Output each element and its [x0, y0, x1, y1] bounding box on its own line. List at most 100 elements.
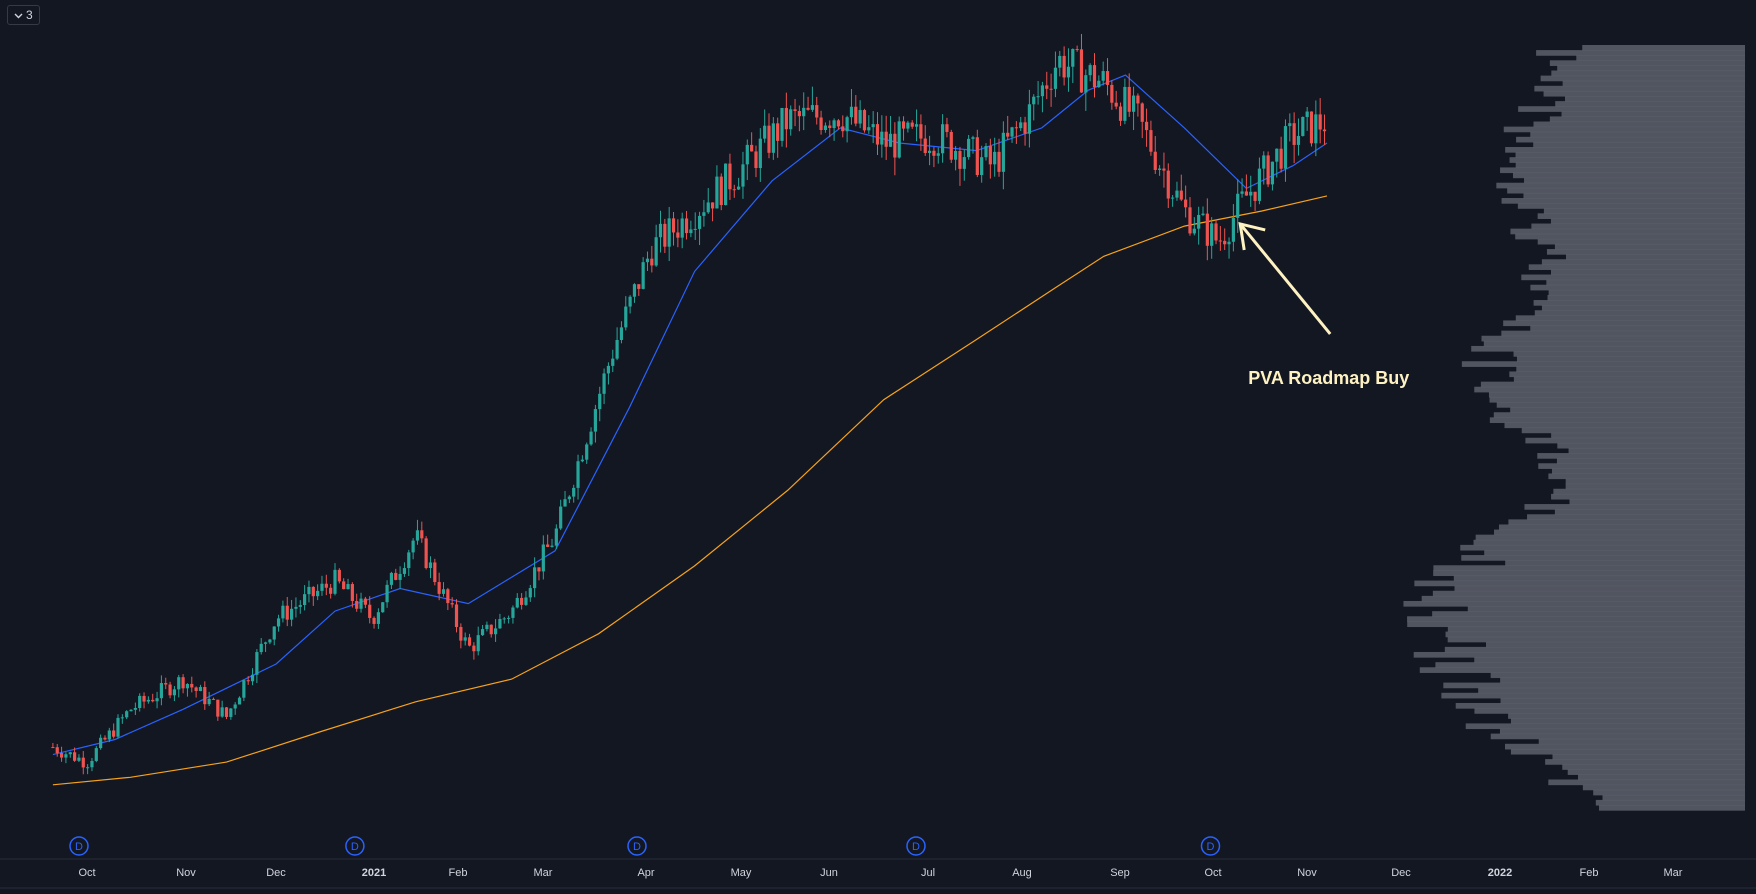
volume-profile-bar — [1513, 376, 1745, 383]
indicator-collapse-button[interactable]: 3 — [7, 5, 40, 25]
candle-body — [1240, 191, 1244, 194]
volume-profile-bar — [1534, 85, 1745, 92]
volume-profile-bar — [1554, 243, 1745, 250]
volume-profile-bar — [1496, 402, 1745, 408]
volume-profile-bar — [1518, 106, 1745, 112]
candle-body — [880, 131, 884, 145]
candle-body — [1192, 228, 1196, 234]
volume-profile-bar — [1512, 172, 1745, 179]
candle-body — [754, 151, 758, 169]
candle-body — [793, 109, 797, 112]
volume-profile-bar — [1510, 228, 1745, 235]
volume-profile-bar — [1505, 560, 1745, 566]
volume-profile-bar — [1474, 708, 1745, 714]
candle-body — [77, 757, 81, 761]
volume-profile-bar — [1485, 641, 1745, 648]
candle-body — [1218, 240, 1222, 242]
volume-profile-bar — [1455, 702, 1745, 709]
dividend-marker-label: D — [633, 841, 641, 853]
candle-body — [51, 747, 55, 749]
volume-profile-bar — [1538, 463, 1745, 469]
volume-profile-bar — [1489, 396, 1745, 403]
candle-body — [138, 695, 142, 709]
volume-profile-bar — [1508, 713, 1745, 719]
volume-profile-bar — [1478, 687, 1745, 694]
candle-body — [389, 572, 394, 585]
candle-body — [589, 431, 593, 445]
candle-body — [867, 127, 871, 131]
volume-profile-bar — [1548, 779, 1745, 786]
candle-body — [511, 607, 515, 618]
candle-body — [376, 612, 380, 624]
volume-profile-bar — [1527, 514, 1745, 520]
candle-body — [954, 150, 958, 160]
candle-body — [980, 157, 984, 176]
candle-body — [888, 133, 893, 147]
candle-body — [797, 111, 801, 117]
candle-body — [1162, 168, 1166, 171]
annotation-label: PVA Roadmap Buy — [1248, 368, 1409, 388]
volume-profile-bar — [1473, 539, 1745, 546]
candle-body — [1088, 65, 1092, 76]
volume-profile-bar — [1551, 70, 1745, 77]
volume-profile-bar — [1503, 320, 1745, 327]
annotation-arrowhead — [1238, 221, 1266, 251]
candle-body — [1184, 199, 1188, 208]
candle-body — [997, 151, 1001, 172]
candle-body — [350, 584, 354, 601]
candle-body — [485, 624, 489, 630]
candle-body — [858, 110, 862, 124]
candle-body — [394, 572, 398, 580]
volume-profile-bar — [1500, 697, 1745, 704]
candle-body — [1249, 191, 1253, 196]
candle-body — [1257, 168, 1262, 201]
candle-body — [224, 707, 229, 717]
volume-profile-bar — [1553, 488, 1745, 495]
volume-profile-bar — [1494, 529, 1745, 536]
candle-body — [559, 506, 563, 529]
candle-body — [233, 704, 237, 709]
candle-body — [454, 604, 459, 628]
candle-body — [107, 730, 111, 740]
candle-body — [776, 123, 780, 141]
candle-body — [619, 327, 624, 340]
candle-body — [758, 138, 762, 169]
candle-body — [229, 708, 233, 717]
volume-profile-bar — [1533, 300, 1745, 306]
volume-profile-bar — [1550, 269, 1745, 276]
candle-body — [1010, 127, 1014, 137]
volume-profile-bar — [1443, 682, 1745, 689]
candle-body — [585, 444, 589, 460]
volume-profile-bar — [1454, 585, 1745, 592]
candle-body — [1001, 132, 1005, 172]
candle-body — [285, 605, 289, 620]
volume-profile-bar — [1602, 794, 1745, 801]
candle-body — [99, 737, 103, 749]
candle-body — [871, 124, 875, 128]
volume-profile-bar — [1557, 442, 1745, 449]
volume-profile-bar — [1547, 294, 1745, 301]
candle-body — [1062, 55, 1066, 78]
candle-body — [159, 683, 163, 699]
volume-profile-bar — [1447, 626, 1745, 633]
time-axis-tick-label: Oct — [78, 867, 95, 879]
annotation-arrow — [1239, 223, 1332, 335]
volume-profile-bar — [1552, 753, 1745, 760]
candle-body — [1158, 168, 1162, 170]
volume-profile-bar — [1543, 208, 1745, 214]
candle-body — [1231, 217, 1235, 242]
candle-body — [1144, 121, 1149, 131]
candle-body — [1279, 148, 1283, 169]
volume-profile-bar — [1488, 391, 1745, 398]
volume-profile-bar — [1501, 198, 1745, 204]
volume-profile-bar — [1548, 289, 1745, 296]
candle-body — [281, 605, 285, 619]
candle-body — [724, 163, 728, 206]
volume-profile-bar — [1460, 544, 1745, 551]
candle-body — [1197, 214, 1201, 229]
candle-body — [645, 258, 650, 263]
candle-body — [59, 753, 64, 758]
volume-profile-bar — [1433, 570, 1745, 577]
candle-body — [459, 627, 463, 641]
